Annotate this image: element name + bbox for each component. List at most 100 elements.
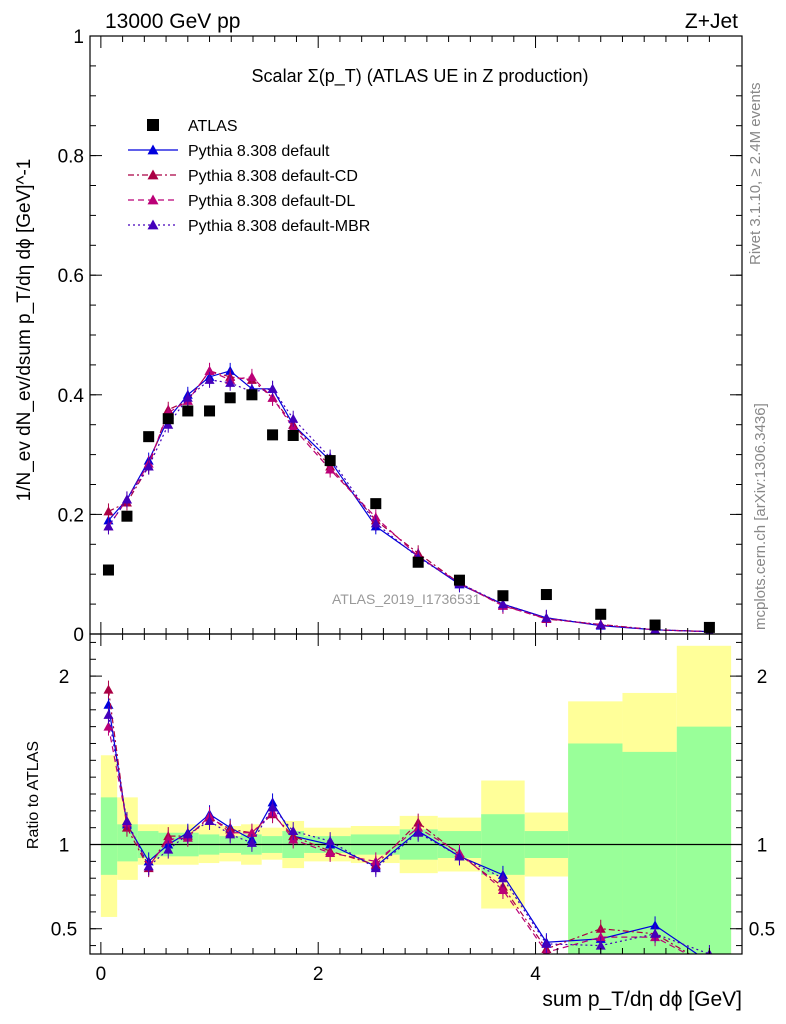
ratio-point (143, 861, 154, 871)
collision-label: 13000 GeV pp (105, 10, 240, 33)
legend-marker-atlas (147, 119, 159, 131)
mc-point (288, 422, 299, 432)
ratio-y-tick-label-right: 2 (757, 667, 768, 688)
legend-label: Pythia 8.308 default-MBR (188, 218, 370, 235)
legend-marker (147, 169, 159, 180)
ratio-y-tick-label: 1 (59, 836, 70, 857)
mc-point (541, 612, 552, 622)
analysis-watermark: ATLAS_2019_I1736531 (332, 591, 481, 607)
atlas-data-point (540, 589, 552, 601)
x-tick-label: 0 (96, 964, 107, 985)
process-label: Z+Jet (685, 10, 738, 33)
ratio-y-tick-label: 2 (59, 667, 70, 688)
x-axis-label: sum p_T/dη dϕ [GeV] (542, 988, 742, 1011)
main-y-tick-label: 0.4 (58, 386, 85, 407)
main-panel: ATLAS_2019_I1736531 0 0.2 0.4 0.6 0.8 1 Scala… (14, 27, 743, 646)
atlas-data-point (324, 455, 336, 467)
ratio-panel: 0.5 0.5 1 1 2 2 0 2 4 Ratio to ATLAS sum p_T/dη… (25, 633, 775, 1011)
legend-label: Pythia 8.308 default (188, 143, 330, 160)
atlas-data-point (703, 621, 715, 633)
legend-label: Pythia 8.308 default-CD (188, 168, 358, 185)
ratio-point (163, 834, 174, 844)
uncertainty-band-inner (568, 743, 623, 954)
ratio-point (704, 961, 714, 970)
ratio-point (704, 961, 714, 970)
atlas-data-point (453, 574, 465, 586)
ratio-point (595, 940, 606, 950)
ratio-point (182, 829, 193, 839)
mc-point (325, 464, 336, 474)
atlas-data-point (497, 590, 509, 602)
uncertainty-band-inner (622, 751, 677, 954)
legend-marker (147, 194, 159, 205)
mcplots-source-label: mcplots.cern.ch [arXiv:1306.3436] (752, 403, 769, 630)
atlas-data-point (267, 429, 279, 441)
atlas-data-point (224, 392, 236, 404)
main-plot-area (102, 362, 715, 634)
mc-point (204, 365, 215, 375)
uncertainty-band-inner (676, 726, 732, 954)
atlas-data-point (102, 564, 114, 576)
mc-point (103, 506, 114, 516)
atlas-data-point (143, 431, 155, 443)
ratio-y-tick-label: 0.5 (51, 920, 77, 941)
ratio-point (497, 885, 508, 894)
ratio-y-axis: 0.5 0.5 1 1 2 2 (51, 641, 775, 947)
mc-point (182, 392, 193, 402)
ratio-point (325, 836, 336, 846)
main-y-tick-label: 0.6 (58, 266, 84, 287)
atlas-data-point (162, 413, 174, 425)
mc-point (225, 377, 236, 387)
mc-point (121, 494, 132, 504)
ratio-point (704, 957, 714, 966)
ratio-point (541, 938, 552, 948)
mc-point (103, 521, 114, 531)
ratio-point (454, 851, 465, 861)
plot-title: Scalar Σ(p_T) (ATLAS UE in Z production) (252, 66, 589, 87)
ratio-point (103, 684, 114, 694)
ratio-point (225, 829, 236, 839)
ratio-y-axis-label: Ratio to ATLAS (25, 741, 42, 849)
ratio-point (325, 847, 336, 857)
x-tick-label: 2 (313, 964, 324, 985)
legend-marker (147, 144, 159, 155)
main-y-axis-label: 1/N_ev dN_ev/dsum p_T/dη dϕ [GeV]^-1 (14, 159, 35, 502)
mc-point (143, 461, 154, 471)
ratio-point (246, 837, 257, 847)
ratio-point (267, 802, 278, 812)
ratio-point (103, 709, 114, 719)
main-x-axis (100, 36, 710, 634)
atlas-data-point (370, 498, 382, 510)
ratio-plot-area (90, 645, 742, 970)
mc-point (246, 371, 257, 381)
mc-point (204, 374, 215, 384)
atlas-data-point (412, 556, 424, 568)
ratio-point (103, 721, 114, 731)
atlas-data-point (182, 405, 194, 417)
ratio-point (497, 873, 508, 883)
mc-point (267, 392, 278, 402)
ratio-y-tick-label-right: 0.5 (749, 920, 775, 941)
legend-marker (147, 219, 159, 230)
atlas-data-point (287, 429, 299, 441)
mc-point (595, 620, 606, 630)
mc-point (497, 599, 508, 609)
ratio-y-tick-label-right: 1 (757, 836, 768, 857)
legend-label: ATLAS (188, 118, 238, 135)
atlas-data-point (121, 510, 133, 522)
atlas-data-point (595, 608, 607, 620)
rivet-version-label: Rivet 3.1.10, ≥ 2.4M events (747, 83, 764, 266)
ratio-x-axis: 0 2 4 (96, 634, 710, 985)
ratio-point (370, 863, 381, 873)
main-y-tick-label: 1 (73, 27, 84, 48)
ratio-point (246, 827, 257, 837)
x-tick-label: 4 (530, 964, 541, 985)
legend-label: Pythia 8.308 default-DL (188, 193, 355, 210)
atlas-data-point (649, 619, 661, 631)
ratio-point (163, 844, 174, 854)
uncertainty-band-inner (100, 797, 118, 875)
ratio-point (121, 815, 132, 825)
ratio-point (288, 826, 299, 836)
ratio-point (413, 827, 424, 837)
